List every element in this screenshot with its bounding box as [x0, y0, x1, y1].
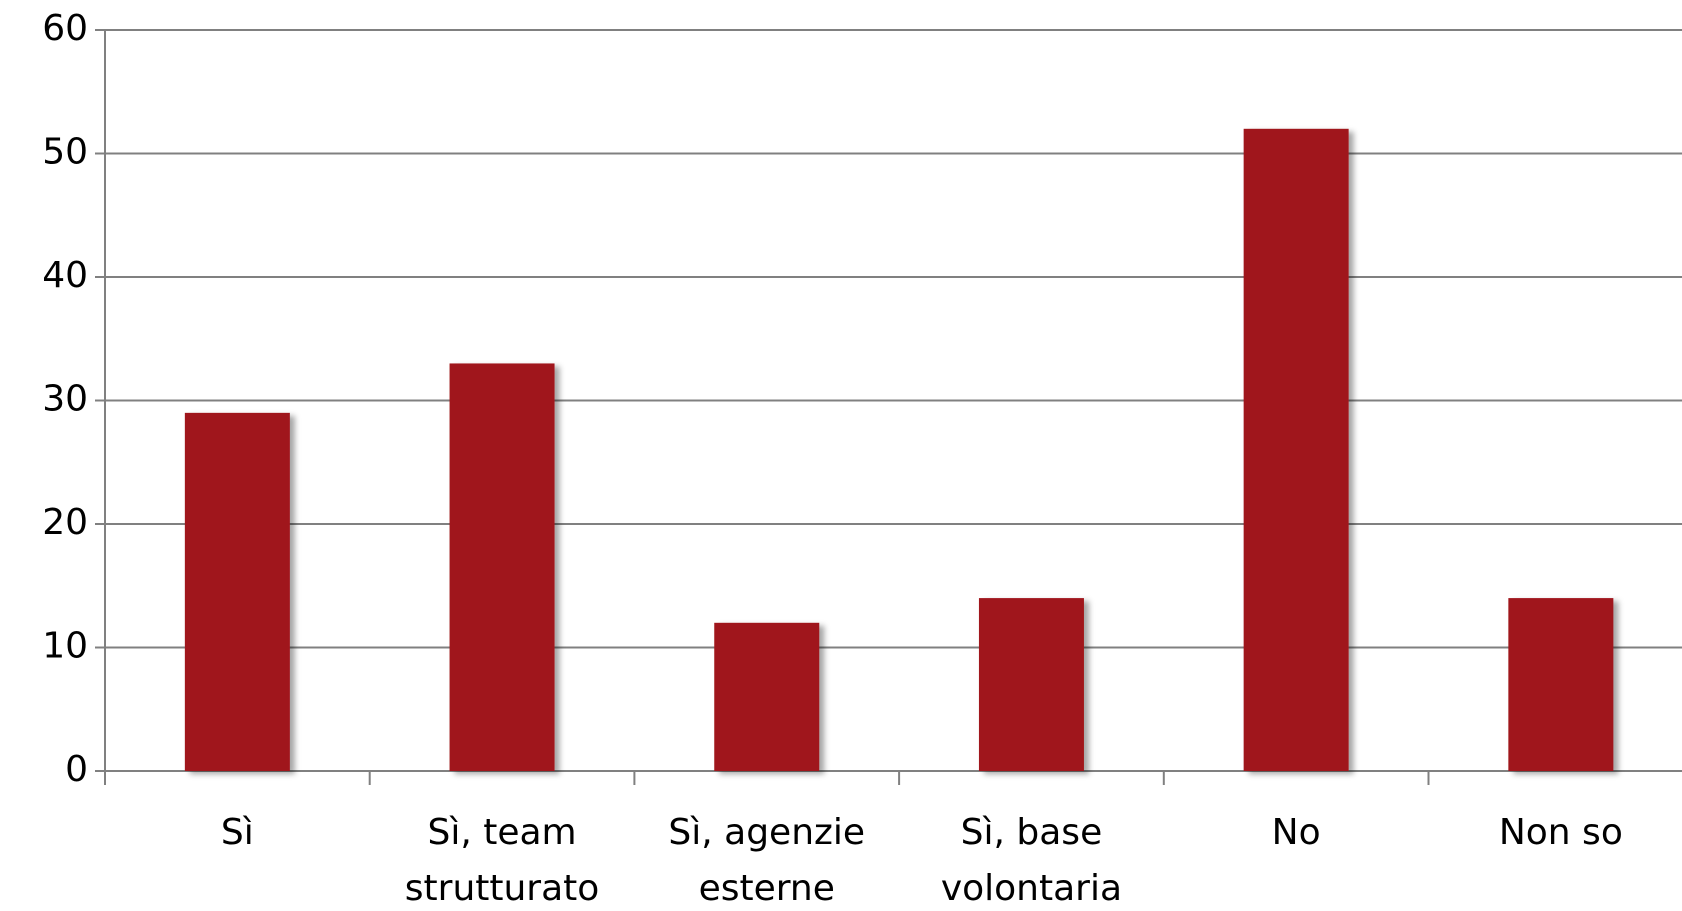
- y-tick-label: 20: [42, 502, 88, 543]
- bar: [184, 412, 290, 771]
- x-tick-label: volontaria: [941, 868, 1122, 909]
- x-tick-label: esterne: [699, 868, 835, 909]
- x-tick-label: No: [1272, 812, 1321, 853]
- bar: [449, 363, 555, 771]
- y-tick-label: 30: [42, 379, 88, 420]
- bar: [978, 598, 1084, 771]
- y-tick-label: 0: [65, 749, 88, 790]
- y-tick-label: 60: [42, 8, 88, 49]
- x-tick-label: Non so: [1499, 812, 1623, 853]
- x-tick-label: Sì, agenzie: [668, 812, 865, 853]
- y-tick-label: 40: [42, 255, 88, 296]
- x-tick-label: Sì, team: [427, 812, 576, 853]
- y-tick-label: 10: [42, 626, 88, 667]
- y-tick-label: 50: [42, 132, 88, 173]
- x-tick-label: Sì: [221, 812, 254, 853]
- bar: [714, 622, 820, 771]
- x-tick-label: strutturato: [405, 868, 600, 909]
- bar: [1243, 128, 1349, 772]
- bar: [1508, 598, 1614, 771]
- x-tick-label: Sì, base: [961, 812, 1103, 853]
